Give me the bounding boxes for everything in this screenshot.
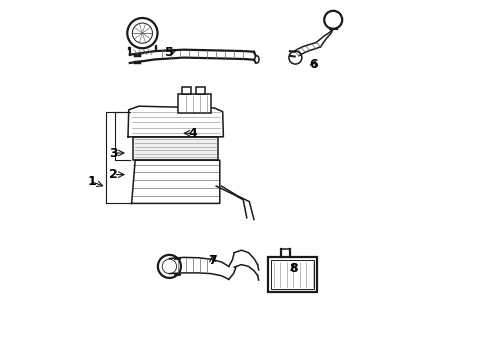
Text: 6: 6 [309,58,318,71]
Text: 5: 5 [165,46,174,59]
Bar [178,94,211,113]
Bar [182,87,191,94]
Bar [196,87,205,94]
Text: 8: 8 [289,262,298,275]
Text: 7: 7 [208,255,217,267]
Ellipse shape [255,56,259,63]
Text: 4: 4 [189,127,197,140]
Bar [133,137,218,160]
Text: 3: 3 [109,147,118,159]
Text: 1: 1 [88,175,97,188]
Text: 2: 2 [109,168,118,181]
Bar [271,260,314,289]
Bar [269,257,317,292]
